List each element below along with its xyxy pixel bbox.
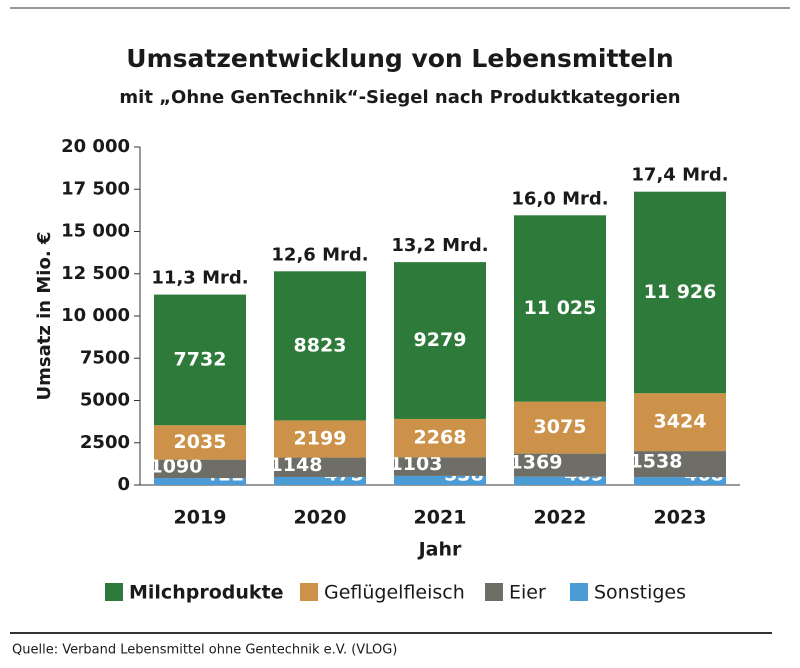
y-tick-label: 17 500 xyxy=(61,178,130,199)
bar-segment xyxy=(154,425,246,460)
x-tick-label: 2020 xyxy=(294,507,347,529)
x-tick-label: 2023 xyxy=(654,507,707,529)
bar-segment xyxy=(394,475,486,485)
bar-segment xyxy=(274,420,366,458)
legend-label: Eier xyxy=(509,582,546,604)
bar-segment xyxy=(394,457,486,476)
y-tick-label: 7500 xyxy=(80,347,130,368)
value-label: 3075 xyxy=(534,416,587,438)
total-label: 11,3 Mrd. xyxy=(151,268,248,289)
bar-segment xyxy=(634,451,726,478)
legend-swatch xyxy=(105,583,123,601)
legend-label: Milchprodukte xyxy=(129,582,283,604)
chart-subtitle: mit „Ohne GenTechnik“-Siegel nach Produk… xyxy=(119,87,680,108)
value-label: 1103 xyxy=(390,453,443,475)
x-axis-label: Jahr xyxy=(417,539,462,561)
total-label: 12,6 Mrd. xyxy=(271,244,368,265)
bar-segment xyxy=(274,457,366,477)
bar-segment xyxy=(514,215,606,402)
total-label: 13,2 Mrd. xyxy=(391,235,488,256)
value-label: 11 025 xyxy=(524,297,597,319)
bar-segment xyxy=(154,478,246,485)
value-label: 9279 xyxy=(414,329,467,351)
bar-segment xyxy=(394,262,486,419)
bar-segment xyxy=(634,477,726,485)
value-label: 2268 xyxy=(414,427,467,449)
legend-label: Sonstiges xyxy=(594,582,686,604)
x-tick-label: 2022 xyxy=(534,507,587,529)
value-label: 2035 xyxy=(174,431,227,453)
x-tick-label: 2021 xyxy=(414,507,467,529)
source: Quelle: Verband Lebensmittel ohne Gentec… xyxy=(12,643,397,658)
legend-swatch xyxy=(300,583,318,601)
y-tick-label: 15 000 xyxy=(61,221,130,242)
total-label: 16,0 Mrd. xyxy=(511,188,608,209)
value-label: 7732 xyxy=(174,348,227,370)
y-tick-label: 2500 xyxy=(80,432,130,453)
y-tick-label: 10 000 xyxy=(61,305,130,326)
bar-segment xyxy=(274,476,366,485)
bar-segment xyxy=(634,191,726,394)
value-label: 1090 xyxy=(150,455,203,477)
value-label: 1148 xyxy=(270,454,323,476)
legend-label: Geflügelfleisch xyxy=(324,582,465,604)
bar-segment xyxy=(514,453,606,477)
value-label: 2199 xyxy=(294,427,347,449)
bar-segment xyxy=(634,393,726,452)
bar-segment xyxy=(514,401,606,454)
bar-segment xyxy=(514,476,606,485)
value-label: 1369 xyxy=(510,452,563,474)
bar-segment xyxy=(394,418,486,458)
x-tick-label: 2019 xyxy=(174,507,227,529)
bar-segment xyxy=(154,294,246,426)
y-tick-label: 12 500 xyxy=(61,263,130,284)
value-label: 11 926 xyxy=(644,281,717,303)
legend-swatch xyxy=(485,583,503,601)
bar-segment xyxy=(274,271,366,421)
total-label: 17,4 Mrd. xyxy=(631,165,728,186)
y-tick-label: 0 xyxy=(117,474,130,495)
chart-title: Umsatzentwicklung von Lebensmitteln xyxy=(126,44,673,73)
y-axis-label: Umsatz in Mio. € xyxy=(34,232,55,401)
bar-segment xyxy=(154,459,246,479)
value-label: 3424 xyxy=(654,411,707,433)
y-tick-label: 20 000 xyxy=(61,136,130,157)
legend-swatch xyxy=(570,583,588,601)
value-label: 1538 xyxy=(630,451,683,473)
value-label: 8823 xyxy=(294,334,347,356)
y-tick-label: 5000 xyxy=(80,390,130,411)
